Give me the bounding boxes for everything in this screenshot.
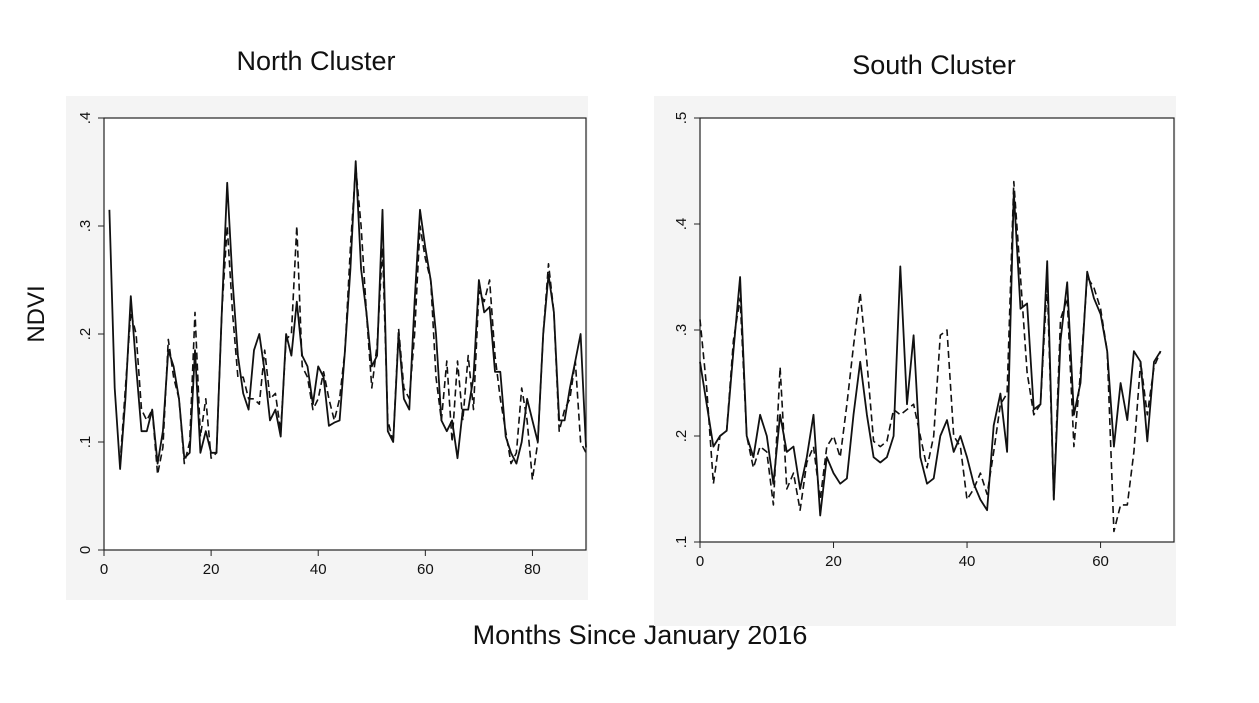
x-tick-label: 0 xyxy=(696,553,704,570)
series-line-dashed xyxy=(699,180,1162,533)
y-tick-label: .2 xyxy=(673,430,690,443)
x-tick-label: 40 xyxy=(310,561,327,578)
x-tick-label: 80 xyxy=(524,561,541,578)
north-cluster-plot: 0 20 40 60 80 0 .1 .2 .3 .4 xyxy=(66,96,588,600)
series-line-dashed xyxy=(119,165,587,481)
y-tick-label: .2 xyxy=(77,328,94,341)
plot-frame xyxy=(103,117,587,551)
y-tick-label: .1 xyxy=(673,536,690,549)
y-tick-label: 0 xyxy=(77,546,94,554)
y-tick-label: .3 xyxy=(77,220,94,233)
x-tick-label: 40 xyxy=(959,553,976,570)
plot-frame xyxy=(699,117,1175,543)
x-tick-label: 20 xyxy=(825,553,842,570)
south-cluster-title: South Cluster xyxy=(852,50,1016,80)
y-axis-label: NDVI xyxy=(23,285,50,343)
y-tick-label: .3 xyxy=(673,324,690,337)
south-cluster-plot: 0 20 40 60 .1 .2 .3 .4 .5 xyxy=(654,96,1176,626)
north-cluster-title: North Cluster xyxy=(236,46,396,76)
y-tick-label: .4 xyxy=(673,218,690,231)
y-tick-label: .4 xyxy=(77,112,94,125)
y-tick-label: .5 xyxy=(673,112,690,125)
x-tick-label: 20 xyxy=(203,561,220,578)
x-tick-label: 60 xyxy=(1092,553,1109,570)
x-tick-label: 60 xyxy=(417,561,434,578)
y-tick-label: .1 xyxy=(77,436,94,449)
x-tick-label: 0 xyxy=(100,561,108,578)
